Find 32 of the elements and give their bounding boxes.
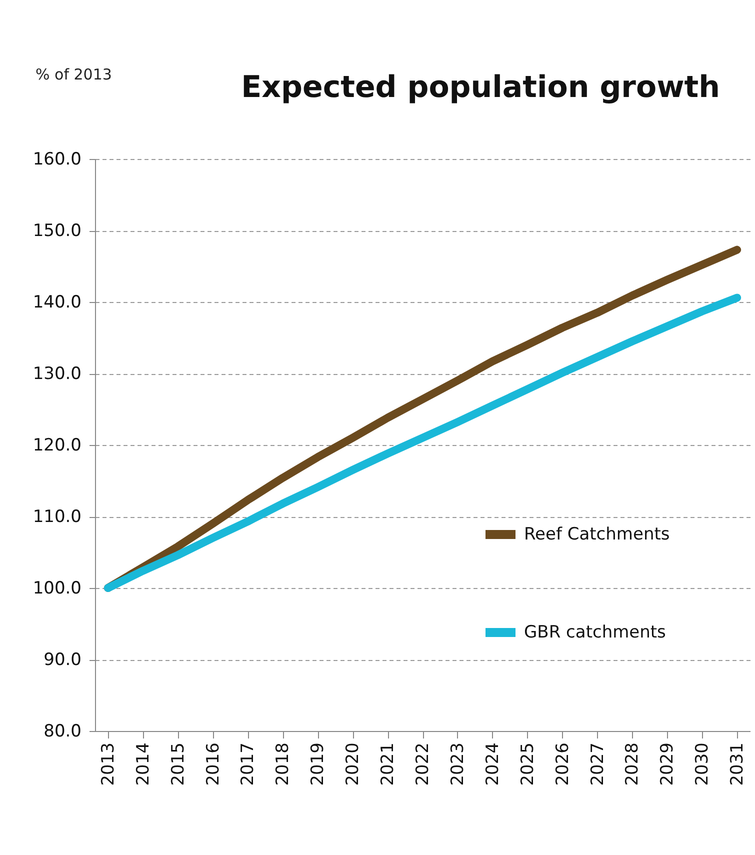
- x-tick-label: 2019: [308, 742, 328, 786]
- x-tick-label: 2029: [658, 742, 678, 786]
- y-tick-label: 110.0: [32, 507, 82, 527]
- chart-title: Expected population growth: [241, 70, 720, 105]
- y-tick-label: 150.0: [32, 221, 82, 241]
- x-tick-label: 2025: [518, 742, 538, 786]
- y-axis-title: % of 2013: [36, 66, 112, 84]
- x-tick-label: 2018: [273, 742, 294, 786]
- x-tick-label: 2030: [692, 742, 713, 786]
- x-tick-label: 2015: [168, 742, 188, 786]
- x-tick-label: 2021: [378, 742, 398, 786]
- x-tick-label: 2031: [728, 742, 748, 786]
- y-tick-label: 120.0: [32, 436, 82, 456]
- y-tick-label: 160.0: [32, 150, 82, 170]
- y-tick-label: 90.0: [44, 650, 82, 670]
- x-tick-label: 2022: [413, 742, 433, 786]
- x-tick-label: 2013: [98, 742, 118, 786]
- x-tick-label: 2020: [343, 742, 364, 786]
- y-tick-label: 80.0: [44, 722, 82, 742]
- x-tick-label: 2024: [482, 742, 503, 786]
- x-tick-label: 2027: [588, 742, 608, 786]
- legend-label: Reef Catchments: [524, 524, 670, 544]
- y-tick-label: 130.0: [32, 364, 82, 384]
- legend-label: GBR catchments: [524, 622, 666, 642]
- x-tick-label: 2016: [203, 742, 224, 786]
- x-tick-label: 2017: [238, 742, 258, 786]
- y-tick-label: 100.0: [32, 578, 82, 598]
- y-tick-label: 140.0: [32, 292, 82, 312]
- x-tick-label: 2026: [552, 742, 573, 786]
- x-tick-label: 2014: [133, 742, 154, 786]
- x-tick-label: 2023: [448, 742, 468, 786]
- x-tick-label: 2028: [622, 742, 643, 786]
